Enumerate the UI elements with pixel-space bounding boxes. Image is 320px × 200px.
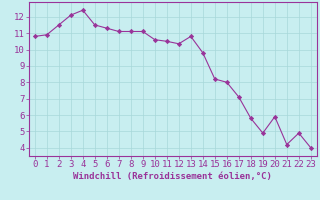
X-axis label: Windchill (Refroidissement éolien,°C): Windchill (Refroidissement éolien,°C) [73, 172, 272, 181]
